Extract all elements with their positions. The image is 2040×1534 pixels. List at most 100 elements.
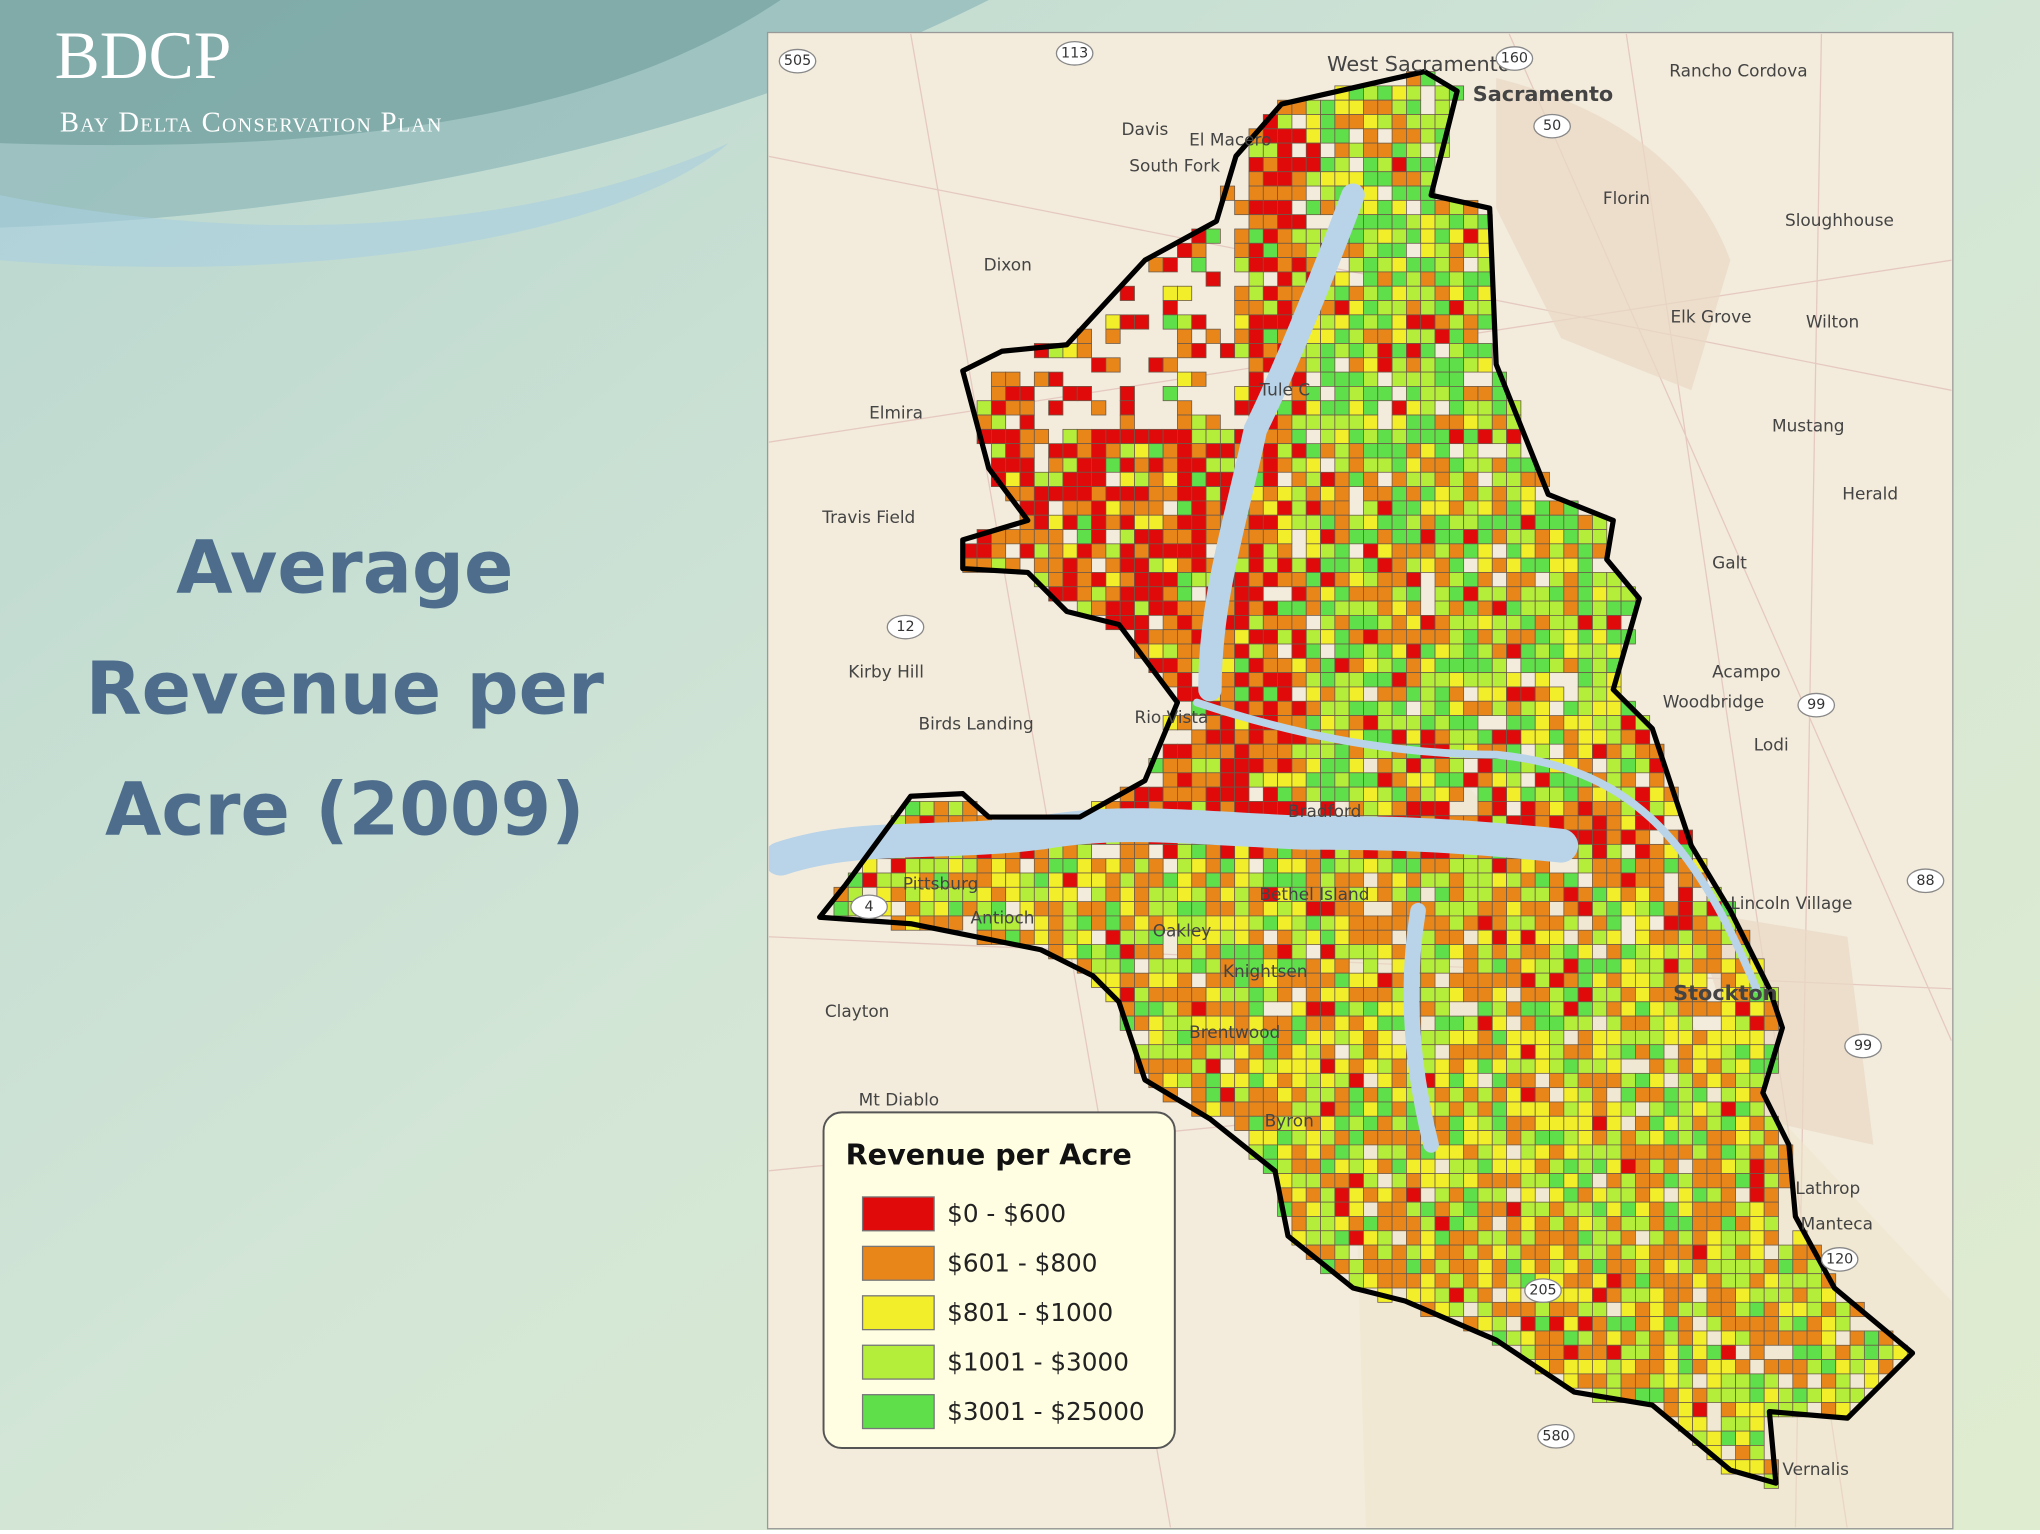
parcel: [1219, 343, 1236, 359]
parcel: [1506, 543, 1522, 559]
parcel: [1448, 1058, 1465, 1074]
parcel: [1534, 557, 1550, 573]
parcel: [1592, 1001, 1608, 1017]
parcel: [1663, 1244, 1679, 1260]
parcel: [1334, 629, 1350, 645]
parcel: [1019, 471, 1035, 487]
parcel: [1062, 872, 1078, 888]
parcel: [1334, 271, 1350, 287]
parcel: [1821, 1359, 1837, 1375]
parcel: [1735, 1416, 1751, 1432]
parcel: [1692, 1187, 1708, 1203]
parcel: [1420, 944, 1436, 960]
parcel: [1606, 1044, 1622, 1060]
parcel: [1334, 128, 1350, 144]
parcel: [1391, 185, 1407, 201]
parcel: [1191, 457, 1207, 473]
parcel: [1320, 672, 1336, 688]
parcel: [1148, 987, 1164, 1003]
parcel: [1491, 801, 1507, 817]
parcel: [1248, 600, 1264, 616]
parcel: [1577, 557, 1593, 573]
parcel: [1248, 629, 1264, 645]
parcel: [1406, 271, 1422, 287]
parcel: [1463, 1144, 1479, 1160]
parcel: [1434, 643, 1450, 659]
parcel: [1520, 915, 1536, 931]
place-label: Antioch: [971, 908, 1035, 928]
parcel: [1448, 657, 1465, 674]
parcel: [1262, 600, 1278, 616]
parcel: [1406, 371, 1422, 387]
parcel: [1534, 772, 1550, 788]
parcel: [1534, 958, 1550, 974]
parcel: [1577, 1344, 1593, 1360]
parcel: [1706, 1244, 1722, 1260]
parcel: [1649, 1359, 1665, 1375]
parcel: [1491, 886, 1507, 902]
parcel: [1849, 1387, 1865, 1403]
parcel: [1448, 1072, 1465, 1089]
parcel: [1534, 729, 1550, 745]
parcel: [1134, 600, 1150, 616]
parcel: [1277, 285, 1293, 301]
parcel: [1177, 371, 1193, 387]
parcel: [1792, 1301, 1808, 1318]
parcel: [1563, 1001, 1579, 1017]
parcel: [1549, 772, 1565, 788]
parcel: [1406, 185, 1422, 201]
parcel: [1534, 686, 1550, 702]
parcel: [1406, 128, 1422, 144]
parcel: [1606, 715, 1622, 731]
parcel: [1406, 114, 1422, 130]
parcel: [1091, 486, 1107, 502]
parcel: [1219, 729, 1236, 745]
parcel: [1506, 1058, 1522, 1074]
parcel: [1477, 1216, 1493, 1232]
parcel: [1291, 1201, 1307, 1217]
parcel: [1076, 557, 1092, 573]
parcel: [1463, 300, 1479, 316]
parcel: [1363, 471, 1379, 487]
parcel: [1248, 643, 1264, 659]
parcel: [1348, 257, 1364, 273]
parcel: [1577, 1101, 1593, 1117]
parcel: [1348, 600, 1364, 616]
parcel: [1320, 371, 1336, 387]
parcel: [1348, 400, 1364, 416]
parcel: [1577, 700, 1593, 716]
parcel: [1334, 987, 1350, 1003]
parcel: [1577, 643, 1593, 659]
parcel: [1348, 929, 1364, 945]
parcel: [1534, 1030, 1550, 1046]
parcel: [1348, 314, 1364, 330]
parcel: [1649, 1115, 1665, 1131]
parcel: [1062, 457, 1078, 473]
parcel: [1391, 729, 1407, 745]
parcel: [1262, 1058, 1278, 1074]
parcel: [1663, 1387, 1679, 1403]
parcel: [1320, 1058, 1336, 1074]
parcel: [1162, 643, 1178, 659]
parcel: [1105, 886, 1121, 902]
parcel: [1391, 214, 1407, 230]
parcel: [1348, 1101, 1364, 1117]
parcel: [990, 872, 1007, 888]
parcel: [1506, 1230, 1522, 1246]
route-shield: [778, 48, 817, 74]
parcel: [1377, 514, 1393, 530]
parcel: [1420, 1173, 1436, 1189]
parcel: [1606, 1158, 1622, 1174]
parcel: [1377, 929, 1393, 945]
parcel: [1506, 915, 1522, 931]
parcel: [1177, 586, 1193, 602]
parcel: [1391, 901, 1407, 917]
parcel: [1348, 614, 1364, 631]
legend-label: $601 - $800: [947, 1249, 1097, 1278]
parcel: [1549, 1101, 1565, 1117]
parcel: [1334, 700, 1350, 716]
parcel: [1491, 414, 1507, 430]
parcel: [1191, 958, 1207, 974]
parcel: [1348, 457, 1364, 473]
